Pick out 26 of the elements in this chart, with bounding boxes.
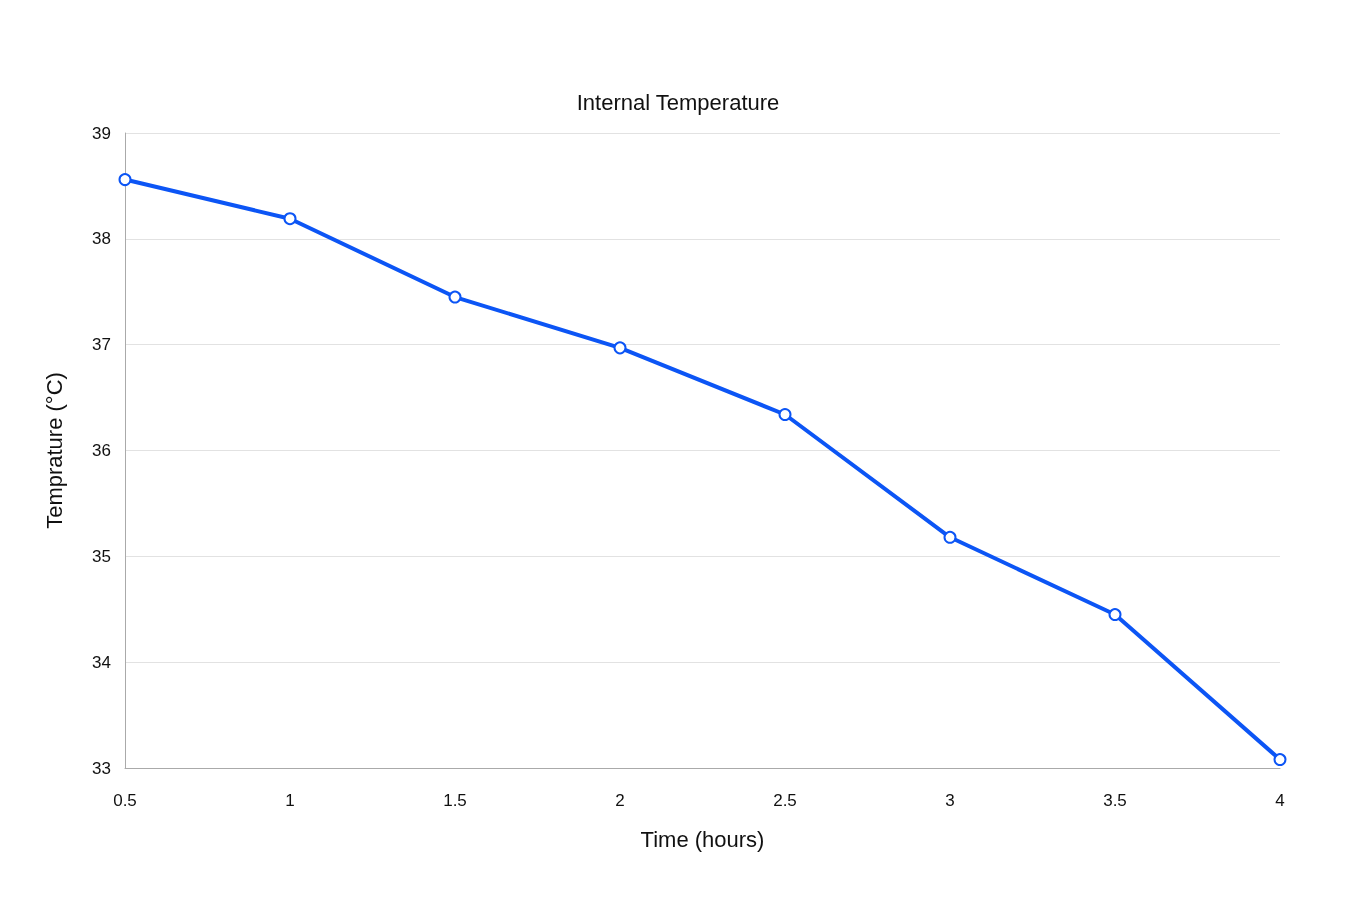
y-tick-label: 38 — [92, 229, 111, 249]
point — [943, 530, 957, 544]
point — [283, 212, 297, 226]
x-tick-label: 1.5 — [443, 791, 467, 810]
x-tick-label: 2.5 — [773, 791, 797, 810]
y-tick-label: 36 — [92, 441, 111, 460]
x-tick-label: 3 — [945, 791, 955, 810]
y-tick-label: 35 — [92, 546, 111, 566]
point — [118, 173, 132, 187]
x-tick-label: 4 — [1275, 791, 1285, 810]
point — [613, 341, 627, 355]
x-tick-label: 2 — [615, 791, 625, 810]
y-tick-label: 33 — [92, 758, 111, 778]
y-tick-label: 39 — [92, 123, 111, 143]
point — [778, 408, 792, 422]
x-axis-title: Time (hours) — [640, 826, 765, 852]
x-tick-label: 0.5 — [113, 791, 137, 810]
x-tick-label: 3.5 — [1103, 791, 1127, 810]
point — [1273, 753, 1287, 767]
point — [448, 290, 462, 304]
point — [1108, 608, 1122, 622]
x-tick-label: 1 — [285, 791, 295, 810]
chart-title: Internal Temperature — [576, 89, 780, 115]
y-tick-label: 37 — [92, 335, 111, 355]
y-tick-label: 34 — [92, 652, 111, 672]
y-axis-title: Temprature (°C) — [41, 372, 67, 529]
